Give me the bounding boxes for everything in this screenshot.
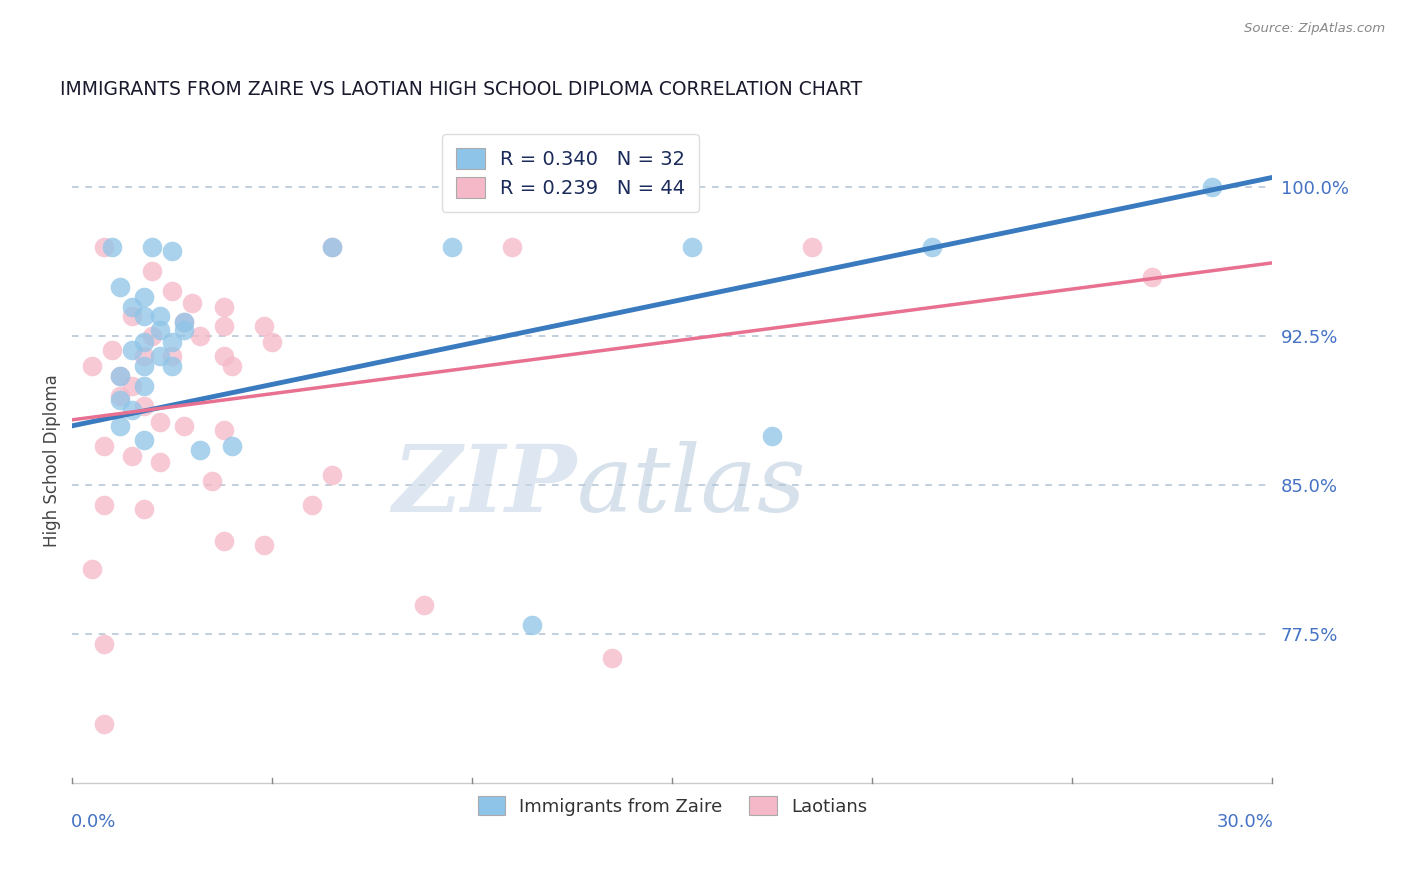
Point: [321, 240, 343, 254]
Point: [173, 316, 195, 330]
Point: [93, 240, 115, 254]
Point: [321, 240, 343, 254]
Point: [110, 369, 132, 384]
Point: [214, 534, 236, 549]
Text: Source: ZipAtlas.com: Source: ZipAtlas.com: [1244, 22, 1385, 36]
Point: [602, 651, 624, 665]
Point: [110, 392, 132, 407]
Point: [188, 442, 211, 457]
Point: [101, 240, 124, 254]
Point: [162, 335, 184, 350]
Point: [162, 349, 184, 363]
Point: [413, 598, 436, 612]
Point: [214, 319, 236, 334]
Point: [141, 329, 163, 343]
Point: [173, 323, 195, 337]
Point: [110, 279, 132, 293]
Point: [149, 349, 172, 363]
Point: [162, 359, 184, 374]
Text: ZIP: ZIP: [392, 442, 576, 532]
Point: [1142, 269, 1164, 284]
Point: [253, 538, 276, 552]
Point: [162, 244, 184, 258]
Point: [681, 240, 703, 254]
Point: [301, 498, 323, 512]
Point: [93, 717, 115, 731]
Point: [173, 316, 195, 330]
Text: atlas: atlas: [576, 442, 806, 532]
Point: [121, 379, 143, 393]
Text: 30.0%: 30.0%: [1216, 813, 1274, 830]
Point: [181, 295, 204, 310]
Point: [501, 240, 523, 254]
Point: [441, 240, 464, 254]
Point: [801, 240, 824, 254]
Point: [121, 343, 143, 358]
Point: [121, 310, 143, 324]
Point: [134, 349, 156, 363]
Point: [214, 300, 236, 314]
Point: [221, 439, 243, 453]
Point: [253, 319, 276, 334]
Point: [149, 323, 172, 337]
Point: [162, 284, 184, 298]
Point: [214, 349, 236, 363]
Point: [761, 428, 783, 442]
Point: [121, 449, 143, 463]
Point: [149, 454, 172, 468]
Point: [93, 439, 115, 453]
Point: [262, 335, 284, 350]
Y-axis label: High School Diploma: High School Diploma: [44, 375, 60, 547]
Point: [134, 359, 156, 374]
Point: [134, 502, 156, 516]
Point: [82, 359, 104, 374]
Point: [921, 240, 943, 254]
Point: [188, 329, 211, 343]
Point: [321, 468, 343, 483]
Point: [149, 310, 172, 324]
Point: [134, 433, 156, 447]
Point: [110, 418, 132, 433]
Point: [93, 498, 115, 512]
Point: [134, 379, 156, 393]
Point: [134, 399, 156, 413]
Text: 0.0%: 0.0%: [72, 813, 117, 830]
Point: [134, 335, 156, 350]
Point: [110, 389, 132, 403]
Point: [201, 475, 224, 489]
Point: [93, 637, 115, 651]
Point: [110, 369, 132, 384]
Point: [1201, 180, 1223, 194]
Point: [82, 562, 104, 576]
Point: [214, 423, 236, 437]
Point: [121, 300, 143, 314]
Point: [121, 403, 143, 417]
Point: [134, 310, 156, 324]
Legend: Immigrants from Zaire, Laotians: Immigrants from Zaire, Laotians: [471, 789, 875, 823]
Point: [173, 418, 195, 433]
Point: [149, 415, 172, 429]
Text: IMMIGRANTS FROM ZAIRE VS LAOTIAN HIGH SCHOOL DIPLOMA CORRELATION CHART: IMMIGRANTS FROM ZAIRE VS LAOTIAN HIGH SC…: [60, 80, 862, 99]
Point: [141, 240, 163, 254]
Point: [141, 264, 163, 278]
Point: [522, 617, 544, 632]
Point: [134, 290, 156, 304]
Point: [101, 343, 124, 358]
Point: [221, 359, 243, 374]
